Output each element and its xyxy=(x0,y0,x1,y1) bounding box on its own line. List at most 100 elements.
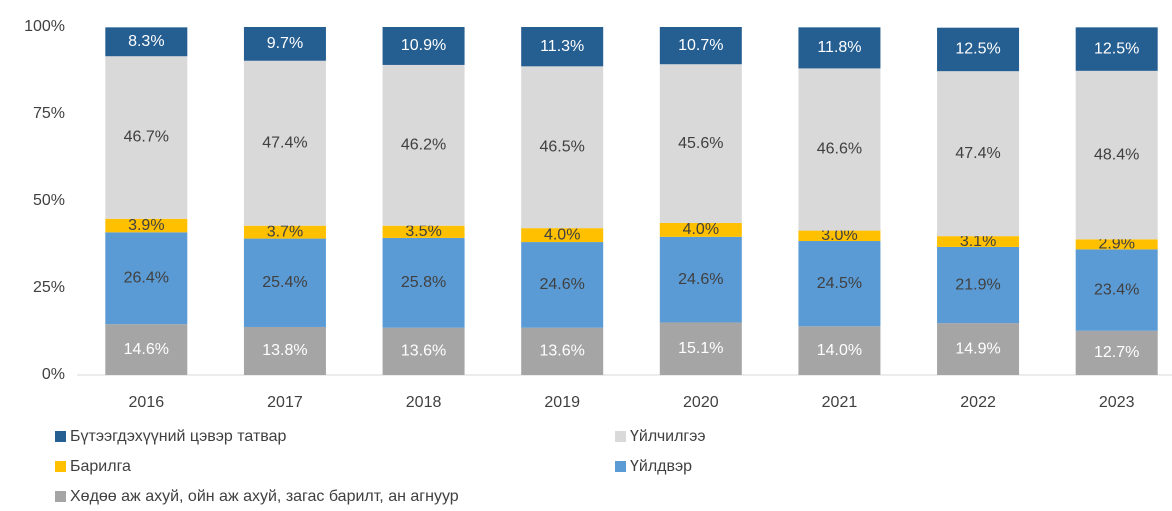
x-tick-label: 2019 xyxy=(544,394,580,411)
bar-segment xyxy=(1075,239,1158,250)
x-tick-label: 2020 xyxy=(683,394,719,411)
bar-segment xyxy=(521,228,604,243)
bar-segment xyxy=(105,27,188,57)
legend-swatch xyxy=(615,461,626,472)
legend-label: Барилга xyxy=(70,458,131,475)
x-tick-label: 2023 xyxy=(1099,394,1135,411)
legend-swatch xyxy=(55,431,66,442)
bar-segment xyxy=(1075,330,1158,375)
data-label: 12.7% xyxy=(1094,344,1139,361)
data-label: 25.4% xyxy=(262,274,307,291)
data-label: 10.9% xyxy=(401,37,446,54)
data-label: 13.6% xyxy=(401,343,446,360)
data-label: 13.6% xyxy=(540,343,585,360)
bar-segment xyxy=(382,327,465,375)
x-tick-label: 2022 xyxy=(960,394,996,411)
legend-swatch xyxy=(55,491,66,502)
data-label: 8.3% xyxy=(128,33,164,50)
x-tick-label: 2016 xyxy=(129,394,165,411)
data-label: 10.7% xyxy=(678,37,723,54)
y-tick-label: 75% xyxy=(33,105,65,122)
data-label: 47.4% xyxy=(262,134,307,151)
bar-segment xyxy=(937,27,1020,72)
y-tick-label: 25% xyxy=(33,279,65,296)
bar-segment xyxy=(382,64,465,226)
data-label: 11.3% xyxy=(540,38,584,55)
bar-segment xyxy=(798,326,881,375)
data-label: 47.4% xyxy=(955,145,1000,162)
bar-segment xyxy=(521,327,604,375)
data-label: 4.0% xyxy=(683,221,719,238)
bar-segment xyxy=(798,68,881,231)
data-label: 2.9% xyxy=(1098,236,1134,253)
bar-segment xyxy=(243,225,326,239)
data-label: 48.4% xyxy=(1094,146,1139,163)
bar-segment xyxy=(659,236,742,323)
bar-segment xyxy=(798,230,881,242)
legend-label: Үйлдвэр xyxy=(630,458,692,475)
data-label: 14.0% xyxy=(817,342,862,359)
bar-segment xyxy=(1075,249,1158,331)
bar-segment xyxy=(659,64,742,223)
bar-segment xyxy=(798,27,881,69)
bar-segment xyxy=(937,323,1020,375)
bar-segment xyxy=(521,27,604,67)
data-label: 46.7% xyxy=(124,129,169,146)
bar-segment xyxy=(659,222,742,237)
bar-segment xyxy=(937,246,1020,324)
data-label: 9.7% xyxy=(267,35,303,52)
data-label: 3.1% xyxy=(960,233,996,250)
legend-label: Хөдөө аж ахуй, ойн аж ахуй, загас барилт… xyxy=(70,488,459,505)
data-label: 46.2% xyxy=(401,137,446,154)
y-tick-label: 100% xyxy=(24,18,65,35)
data-label: 24.6% xyxy=(540,276,585,293)
bar-segment xyxy=(243,60,326,226)
bar-segment xyxy=(659,322,742,375)
data-label: 23.4% xyxy=(1094,281,1139,298)
data-label: 3.7% xyxy=(267,223,303,240)
x-tick-label: 2017 xyxy=(267,394,303,411)
legend-label: Үйлчилгээ xyxy=(630,428,706,445)
bar-segment xyxy=(382,225,465,238)
bar-segment xyxy=(659,27,742,65)
bar-segment xyxy=(105,324,188,375)
bar-segment xyxy=(105,218,188,233)
bar-segment xyxy=(243,238,326,327)
data-label: 46.6% xyxy=(817,141,862,158)
data-label: 12.5% xyxy=(1094,40,1139,57)
data-label: 13.8% xyxy=(262,342,307,359)
data-label: 45.6% xyxy=(678,135,723,152)
data-label: 3.5% xyxy=(405,223,441,240)
bar-segment xyxy=(243,326,326,375)
data-label: 15.1% xyxy=(678,340,723,357)
data-label: 46.5% xyxy=(540,138,585,155)
data-label: 14.6% xyxy=(124,341,169,358)
data-label: 4.0% xyxy=(544,226,580,243)
data-label: 21.9% xyxy=(955,276,1000,293)
y-tick-label: 0% xyxy=(42,366,65,383)
data-label: 3.0% xyxy=(821,227,857,244)
legend-swatch xyxy=(615,431,626,442)
x-tick-label: 2021 xyxy=(822,394,858,411)
y-tick-label: 50% xyxy=(33,192,65,209)
bar-segment xyxy=(1075,70,1158,240)
bar-segment xyxy=(937,236,1020,247)
bar-segment xyxy=(382,237,465,328)
bar-segment xyxy=(1075,27,1158,71)
data-label: 24.6% xyxy=(678,271,723,288)
data-label: 25.8% xyxy=(401,274,446,291)
bar-segment xyxy=(243,27,326,61)
data-label: 3.9% xyxy=(128,217,164,234)
bar-segment xyxy=(105,232,188,325)
bar-segment xyxy=(521,242,604,328)
data-label: 11.8% xyxy=(817,39,861,56)
bar-segment xyxy=(521,66,604,229)
bar-segment xyxy=(382,27,465,65)
x-tick-label: 2018 xyxy=(406,394,442,411)
bar-segment xyxy=(105,56,188,219)
legend-label: Бүтээгдэхүүний цэвэр татвар xyxy=(70,428,287,445)
bar-segment xyxy=(937,71,1020,237)
data-label: 12.5% xyxy=(955,41,1000,58)
data-label: 24.5% xyxy=(817,275,862,292)
